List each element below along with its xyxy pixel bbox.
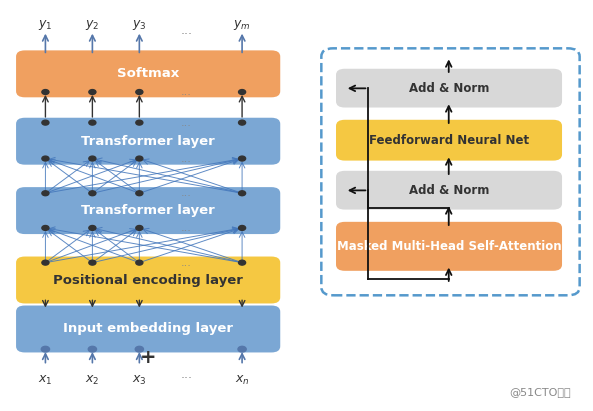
Text: ...: ... [181, 223, 192, 233]
Circle shape [89, 191, 96, 196]
FancyBboxPatch shape [336, 69, 562, 108]
Circle shape [238, 260, 246, 265]
Circle shape [42, 260, 49, 265]
Text: Add & Norm: Add & Norm [409, 82, 489, 95]
Text: +: + [140, 348, 157, 367]
Text: Feedforward Neural Net: Feedforward Neural Net [369, 134, 529, 147]
Circle shape [136, 226, 143, 231]
Text: ...: ... [181, 258, 192, 268]
FancyBboxPatch shape [16, 305, 280, 353]
Circle shape [238, 156, 246, 161]
Circle shape [89, 260, 96, 265]
Text: $y_1$: $y_1$ [38, 18, 53, 32]
Circle shape [135, 346, 144, 352]
FancyBboxPatch shape [16, 256, 280, 303]
Circle shape [238, 90, 246, 95]
Circle shape [136, 260, 143, 265]
Text: $x_1$: $x_1$ [38, 374, 53, 387]
FancyBboxPatch shape [336, 120, 562, 161]
Text: Transformer layer: Transformer layer [81, 204, 215, 217]
Text: Positional encoding layer: Positional encoding layer [53, 273, 243, 286]
Circle shape [88, 346, 97, 352]
Circle shape [238, 120, 246, 125]
Circle shape [42, 90, 49, 95]
Text: ...: ... [181, 188, 192, 198]
FancyBboxPatch shape [336, 222, 562, 271]
Circle shape [238, 191, 246, 196]
Text: $x_n$: $x_n$ [235, 374, 250, 387]
Circle shape [89, 226, 96, 231]
Text: ...: ... [180, 368, 192, 381]
FancyBboxPatch shape [16, 118, 280, 165]
Circle shape [136, 90, 143, 95]
Text: $x_3$: $x_3$ [132, 374, 146, 387]
Circle shape [89, 120, 96, 125]
Text: $x_2$: $x_2$ [85, 374, 100, 387]
Circle shape [42, 156, 49, 161]
Text: $y_m$: $y_m$ [233, 18, 251, 32]
Circle shape [136, 156, 143, 161]
Circle shape [42, 191, 49, 196]
Circle shape [136, 120, 143, 125]
Circle shape [238, 226, 246, 231]
Text: ...: ... [181, 154, 192, 164]
Circle shape [42, 226, 49, 231]
FancyBboxPatch shape [336, 171, 562, 210]
Text: Softmax: Softmax [117, 67, 179, 80]
Text: $y_2$: $y_2$ [85, 18, 100, 32]
Circle shape [238, 346, 246, 352]
Circle shape [136, 191, 143, 196]
Circle shape [42, 120, 49, 125]
Text: Add & Norm: Add & Norm [409, 184, 489, 197]
Circle shape [89, 156, 96, 161]
Circle shape [42, 346, 50, 352]
Text: ...: ... [181, 87, 192, 97]
Text: ...: ... [181, 118, 192, 128]
Text: $y_3$: $y_3$ [132, 18, 146, 32]
FancyBboxPatch shape [16, 187, 280, 234]
Text: ...: ... [180, 24, 192, 37]
Text: Input embedding layer: Input embedding layer [63, 323, 233, 335]
Text: Masked Multi-Head Self-Attention: Masked Multi-Head Self-Attention [337, 240, 562, 253]
FancyBboxPatch shape [16, 51, 280, 97]
Text: @51CTO博客: @51CTO博客 [509, 387, 571, 397]
Text: Transformer layer: Transformer layer [81, 135, 215, 148]
Circle shape [89, 90, 96, 95]
